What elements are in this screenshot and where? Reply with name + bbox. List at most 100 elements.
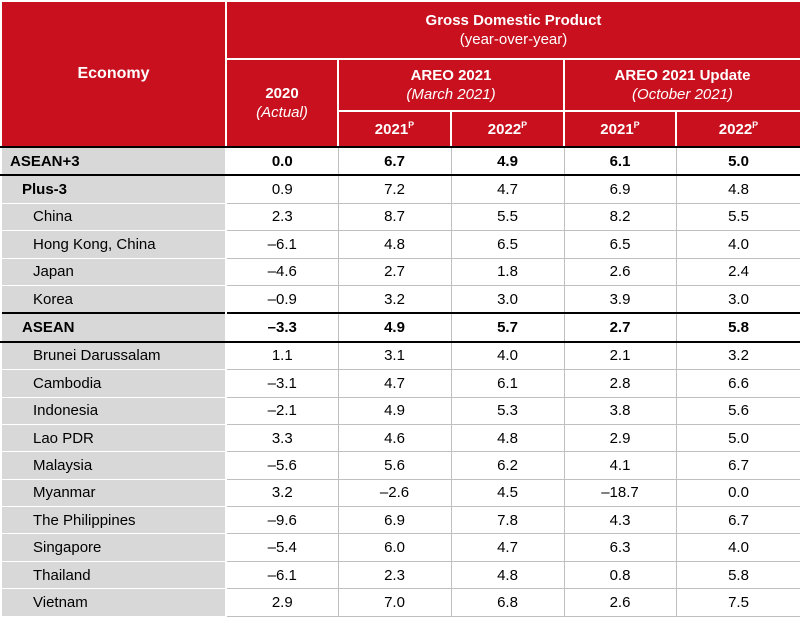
economy-label-cell: China (0, 202, 227, 232)
value-cell: 4.9 (337, 396, 452, 425)
value-cell: 2.8 (563, 369, 677, 398)
value-cell: 3.2 (675, 341, 800, 371)
value-cell: 2.9 (225, 588, 339, 617)
table-header: Economy Gross Domestic Product (year-ove… (0, 0, 800, 148)
economy-column-header: Economy (0, 0, 227, 148)
value-cell: 2.7 (337, 257, 452, 286)
value-cell: 8.7 (337, 202, 452, 232)
projection-superscript: P (408, 119, 415, 130)
value-cell: 6.1 (450, 369, 565, 398)
table-row-singapore: Singapore –5.4 6.0 4.7 6.3 4.0 (0, 533, 800, 562)
value-cell: –2.1 (225, 396, 339, 425)
table-body: ASEAN+3 0.0 6.7 4.9 6.1 5.0 Plus-3 0.9 7… (0, 145, 800, 617)
subcol-areo-2021p: 2021P (337, 110, 452, 148)
subcol-areo-2022p: 2022P (450, 110, 565, 148)
value-cell: 2.1 (563, 341, 677, 371)
value-cell: 5.5 (450, 202, 565, 232)
areo-2021-title: AREO 2021 (410, 67, 492, 84)
value-cell: 7.0 (337, 588, 452, 617)
value-cell: 0.8 (563, 560, 677, 590)
value-cell: 4.1 (563, 451, 677, 480)
value-cell: 0.0 (225, 145, 339, 177)
value-cell: –3.1 (225, 369, 339, 398)
value-cell: 5.8 (675, 312, 800, 343)
value-cell: 4.8 (450, 560, 565, 590)
value-cell: –5.4 (225, 533, 339, 562)
economy-label-cell: Korea (0, 284, 227, 314)
subcol-year: 2022 (718, 120, 753, 138)
value-cell: 7.8 (450, 506, 565, 535)
table-row-cambodia: Cambodia –3.1 4.7 6.1 2.8 6.6 (0, 369, 800, 398)
gdp-title-header: Gross Domestic Product (year-over-year) (225, 0, 800, 60)
value-cell: 4.7 (450, 174, 565, 204)
gdp-subtitle: (year-over-year) (459, 31, 568, 48)
table-row-japan: Japan –4.6 2.7 1.8 2.6 2.4 (0, 257, 800, 286)
value-cell: 5.0 (675, 423, 800, 453)
value-cell: –2.6 (337, 478, 452, 508)
economy-label-cell: The Philippines (0, 506, 227, 535)
col-2020-note: (Actual) (256, 104, 308, 121)
table-row-lao-pdr: Lao PDR 3.3 4.6 4.8 2.9 5.0 (0, 423, 800, 453)
value-cell: 6.5 (563, 230, 677, 259)
value-cell: 3.3 (225, 423, 339, 453)
economy-label-cell: Brunei Darussalam (0, 341, 227, 371)
value-cell: –4.6 (225, 257, 339, 286)
value-cell: 3.2 (337, 284, 452, 314)
economy-label-cell: Malaysia (0, 451, 227, 480)
value-cell: 4.8 (337, 230, 452, 259)
value-cell: 6.9 (337, 506, 452, 535)
projection-superscript: P (633, 119, 640, 130)
value-cell: –3.3 (225, 312, 339, 343)
value-cell: 6.7 (337, 145, 452, 177)
value-cell: 4.9 (337, 312, 452, 343)
table-row-asean: ASEAN –3.3 4.9 5.7 2.7 5.8 (0, 312, 800, 343)
value-cell: 7.2 (337, 174, 452, 204)
value-cell: 5.6 (337, 451, 452, 480)
economy-label-cell: Cambodia (0, 369, 227, 398)
value-cell: –6.1 (225, 560, 339, 590)
value-cell: 5.3 (450, 396, 565, 425)
value-cell: 4.8 (450, 423, 565, 453)
value-cell: 2.6 (563, 588, 677, 617)
value-cell: 6.7 (675, 451, 800, 480)
value-cell: 4.6 (337, 423, 452, 453)
value-cell: 4.3 (563, 506, 677, 535)
economy-label-cell: ASEAN (0, 312, 227, 343)
gdp-title: Gross Domestic Product (425, 12, 602, 29)
value-cell: 5.6 (675, 396, 800, 425)
value-cell: 4.7 (337, 369, 452, 398)
projection-superscript: P (752, 119, 759, 130)
value-cell: 3.1 (337, 341, 452, 371)
value-cell: –9.6 (225, 506, 339, 535)
value-cell: 6.1 (563, 145, 677, 177)
value-cell: 4.0 (675, 230, 800, 259)
areo-2021-header: AREO 2021 (March 2021) (337, 58, 565, 112)
table-row-philippines: The Philippines –9.6 6.9 7.8 4.3 6.7 (0, 506, 800, 535)
table-row-plus-3: Plus-3 0.9 7.2 4.7 6.9 4.8 (0, 174, 800, 204)
value-cell: 2.7 (563, 312, 677, 343)
value-cell: –18.7 (563, 478, 677, 508)
areo-update-date: (October 2021) (632, 86, 733, 103)
value-cell: 2.6 (563, 257, 677, 286)
projection-superscript: P (521, 119, 528, 130)
value-cell: 1.8 (450, 257, 565, 286)
economy-label-cell: Lao PDR (0, 423, 227, 453)
value-cell: 4.8 (675, 174, 800, 204)
value-cell: 0.0 (675, 478, 800, 508)
value-cell: 5.7 (450, 312, 565, 343)
economy-label-cell: Vietnam (0, 588, 227, 617)
subcol-update-2022p: 2022P (675, 110, 800, 148)
value-cell: 6.0 (337, 533, 452, 562)
value-cell: 5.5 (675, 202, 800, 232)
table-row-korea: Korea –0.9 3.2 3.0 3.9 3.0 (0, 284, 800, 314)
value-cell: –5.6 (225, 451, 339, 480)
economy-label: Economy (77, 65, 150, 82)
value-cell: 3.9 (563, 284, 677, 314)
value-cell: 2.3 (337, 560, 452, 590)
economy-label-cell: Myanmar (0, 478, 227, 508)
value-cell: 6.8 (450, 588, 565, 617)
value-cell: 6.9 (563, 174, 677, 204)
areo-update-title: AREO 2021 Update (614, 67, 751, 84)
table-row-malaysia: Malaysia –5.6 5.6 6.2 4.1 6.7 (0, 451, 800, 480)
value-cell: –6.1 (225, 230, 339, 259)
